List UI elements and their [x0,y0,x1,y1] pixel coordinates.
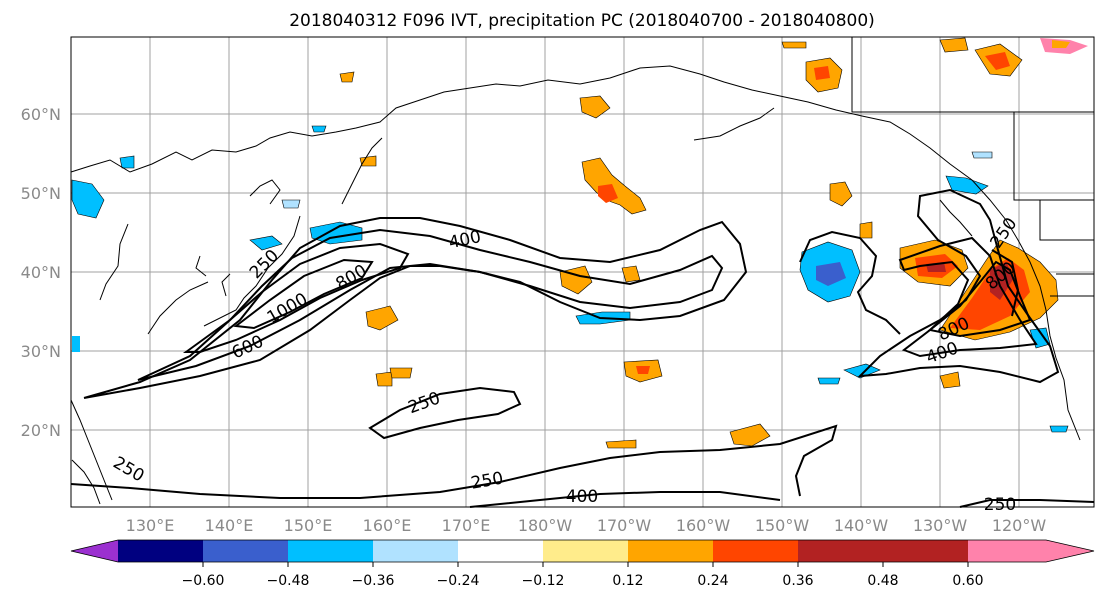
colorbar-tick-label: −0.48 [267,573,310,589]
lon-label: 150°E [284,516,333,535]
map-panel: 400 250 800 1000 600 250 250 400 250 250… [70,36,1095,515]
colorbar-tick-label: −0.12 [522,573,565,589]
coastlines [70,37,1094,505]
lon-label: 170°E [442,516,491,535]
lon-label: 150°W [755,516,810,535]
lon-label: 180°W [518,516,573,535]
colorbar-tick-label: −0.24 [437,573,480,589]
lon-label: 140°E [205,516,254,535]
lon-label: 140°W [834,516,889,535]
lon-label: 160°E [363,516,412,535]
lon-label: 130°W [913,516,968,535]
colorbar-segment [628,540,713,562]
lat-label: 40°N [21,263,61,282]
lat-label: 60°N [21,105,61,124]
colorbar-tick-label: 0.48 [867,573,898,589]
colorbar-segment [203,540,288,562]
colorbar-tick-label: 0.60 [952,573,983,589]
colorbar-extend-left [71,540,118,562]
colorbar-tick-label: −0.60 [182,573,225,589]
figure-title: 2018040312 F096 IVT, precipitation PC (2… [289,11,875,31]
map-frame [70,36,1095,508]
colorbar-segment [118,540,203,562]
precip-negative-shading [71,125,1069,433]
colorbar-tick-label: 0.36 [782,573,813,589]
colorbar-segment [458,540,543,562]
lat-label: 30°N [21,342,61,361]
lon-labels: 130°E 140°E 150°E 160°E 170°E 180°W 170°… [126,516,1047,535]
lon-label: 130°E [126,516,175,535]
contour-label: 400 [566,487,598,507]
lon-label: 120°W [992,516,1047,535]
lon-label: 160°W [676,516,731,535]
colorbar-tick-label: −0.36 [352,573,395,589]
colorbar-tick-label: 0.12 [612,573,643,589]
colorbar-segment [713,540,798,562]
colorbar-segment [373,540,458,562]
colorbar-segment [543,540,628,562]
lat-label: 20°N [21,421,61,440]
lon-label: 170°W [597,516,652,535]
contour-label: 250 [984,495,1016,515]
lat-labels: 60°N 50°N 40°N 30°N 20°N [21,105,61,440]
colorbar-segment [798,540,883,562]
colorbar-tick-label: 0.24 [697,573,728,589]
colorbar: −0.60 −0.48 −0.36 −0.24 −0.12 0.12 0.24 … [70,539,1095,589]
colorbar-segment [883,540,968,562]
colorbar-tick-labels: −0.60 −0.48 −0.36 −0.24 −0.12 0.12 0.24 … [182,573,984,589]
ivt-contours [70,188,1095,508]
colorbar-outline [70,539,1095,563]
colorbar-ticks [202,562,969,567]
lat-label: 50°N [21,184,61,203]
colorbar-segment [288,540,373,562]
